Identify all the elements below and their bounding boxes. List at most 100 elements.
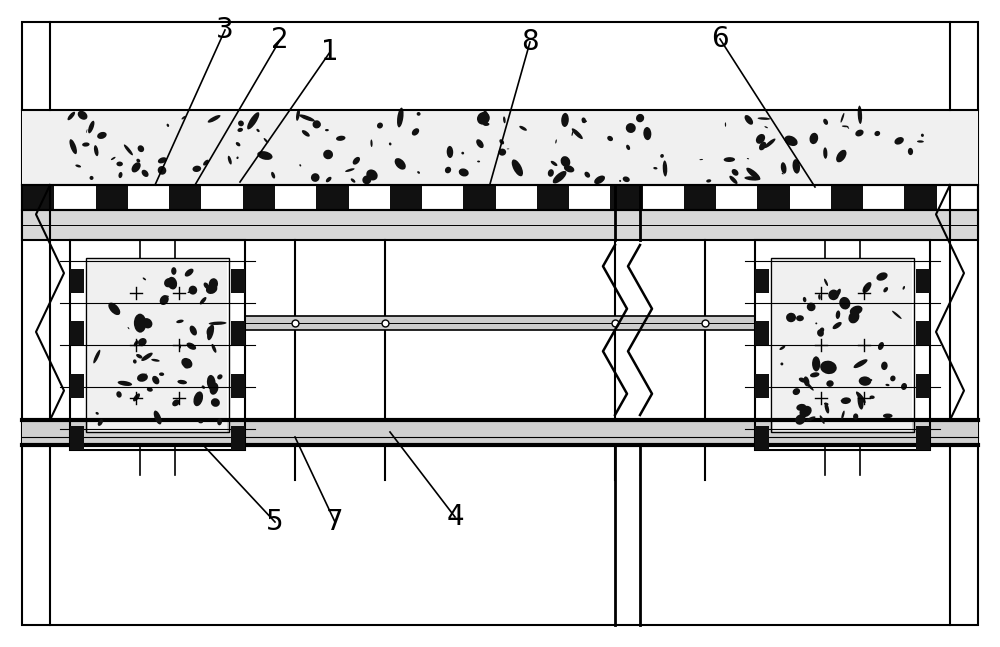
- Ellipse shape: [804, 377, 809, 386]
- Ellipse shape: [885, 384, 890, 386]
- Ellipse shape: [858, 394, 863, 410]
- Ellipse shape: [257, 151, 273, 160]
- Ellipse shape: [555, 139, 557, 144]
- Bar: [757, 185, 790, 210]
- Ellipse shape: [82, 142, 90, 147]
- Ellipse shape: [141, 353, 153, 361]
- Ellipse shape: [176, 320, 184, 323]
- Ellipse shape: [366, 170, 378, 181]
- Text: 7: 7: [326, 508, 344, 536]
- Bar: [70, 322, 84, 345]
- Ellipse shape: [417, 112, 421, 116]
- Ellipse shape: [299, 164, 301, 166]
- Ellipse shape: [228, 156, 232, 164]
- Bar: [22, 210, 978, 240]
- Ellipse shape: [209, 278, 218, 290]
- Ellipse shape: [876, 272, 888, 281]
- Ellipse shape: [128, 327, 129, 329]
- Ellipse shape: [459, 168, 469, 177]
- Ellipse shape: [561, 156, 570, 167]
- Ellipse shape: [892, 311, 902, 319]
- Ellipse shape: [143, 373, 147, 377]
- Bar: [70, 426, 84, 450]
- Bar: [231, 426, 245, 450]
- Bar: [916, 426, 930, 450]
- Bar: [390, 185, 422, 210]
- Ellipse shape: [901, 383, 907, 390]
- Ellipse shape: [584, 171, 590, 178]
- Ellipse shape: [190, 325, 197, 336]
- Ellipse shape: [417, 171, 420, 174]
- Ellipse shape: [96, 412, 99, 415]
- Bar: [773, 258, 912, 432]
- Bar: [231, 322, 245, 345]
- Ellipse shape: [353, 157, 360, 164]
- Ellipse shape: [207, 324, 214, 340]
- Ellipse shape: [97, 132, 107, 139]
- Ellipse shape: [137, 373, 148, 382]
- Bar: [755, 374, 769, 397]
- Ellipse shape: [296, 109, 300, 121]
- Bar: [610, 185, 643, 210]
- Ellipse shape: [124, 144, 133, 155]
- Ellipse shape: [158, 166, 166, 175]
- Ellipse shape: [883, 287, 888, 292]
- Ellipse shape: [859, 377, 871, 386]
- Ellipse shape: [181, 358, 192, 368]
- Ellipse shape: [177, 380, 187, 384]
- Ellipse shape: [551, 161, 557, 166]
- Ellipse shape: [824, 402, 829, 405]
- Ellipse shape: [212, 344, 216, 353]
- Bar: [96, 185, 128, 210]
- Ellipse shape: [256, 129, 260, 132]
- Ellipse shape: [903, 286, 905, 290]
- Ellipse shape: [745, 115, 753, 125]
- Bar: [88, 258, 227, 432]
- Ellipse shape: [211, 398, 220, 407]
- Ellipse shape: [75, 164, 81, 168]
- Ellipse shape: [477, 160, 480, 162]
- Ellipse shape: [779, 345, 785, 350]
- Ellipse shape: [850, 305, 862, 315]
- Ellipse shape: [883, 413, 893, 418]
- Ellipse shape: [397, 107, 404, 127]
- Ellipse shape: [855, 129, 864, 137]
- Ellipse shape: [815, 322, 817, 324]
- Ellipse shape: [782, 173, 784, 175]
- Ellipse shape: [78, 111, 87, 120]
- Ellipse shape: [836, 311, 840, 319]
- Ellipse shape: [164, 278, 173, 287]
- Ellipse shape: [108, 303, 120, 315]
- Ellipse shape: [894, 137, 904, 145]
- Ellipse shape: [136, 159, 140, 162]
- Ellipse shape: [167, 124, 169, 127]
- Bar: [70, 240, 245, 450]
- Bar: [22, 110, 978, 185]
- Ellipse shape: [86, 129, 87, 133]
- Ellipse shape: [69, 139, 77, 154]
- Ellipse shape: [138, 146, 144, 152]
- Ellipse shape: [853, 413, 858, 420]
- Ellipse shape: [842, 126, 848, 127]
- Ellipse shape: [313, 120, 321, 128]
- Ellipse shape: [172, 399, 180, 406]
- Ellipse shape: [841, 113, 844, 123]
- Ellipse shape: [236, 142, 240, 146]
- Ellipse shape: [725, 122, 726, 127]
- Ellipse shape: [88, 121, 94, 133]
- Bar: [684, 185, 716, 210]
- Ellipse shape: [238, 120, 244, 126]
- Ellipse shape: [607, 136, 613, 141]
- Ellipse shape: [133, 393, 140, 401]
- Ellipse shape: [171, 267, 176, 275]
- Ellipse shape: [764, 138, 775, 148]
- Ellipse shape: [796, 315, 804, 321]
- Bar: [245, 316, 755, 330]
- Ellipse shape: [572, 131, 573, 136]
- Ellipse shape: [805, 381, 814, 391]
- Ellipse shape: [167, 277, 177, 289]
- Ellipse shape: [204, 283, 209, 289]
- Ellipse shape: [247, 112, 259, 129]
- Ellipse shape: [160, 295, 169, 305]
- Ellipse shape: [483, 122, 489, 126]
